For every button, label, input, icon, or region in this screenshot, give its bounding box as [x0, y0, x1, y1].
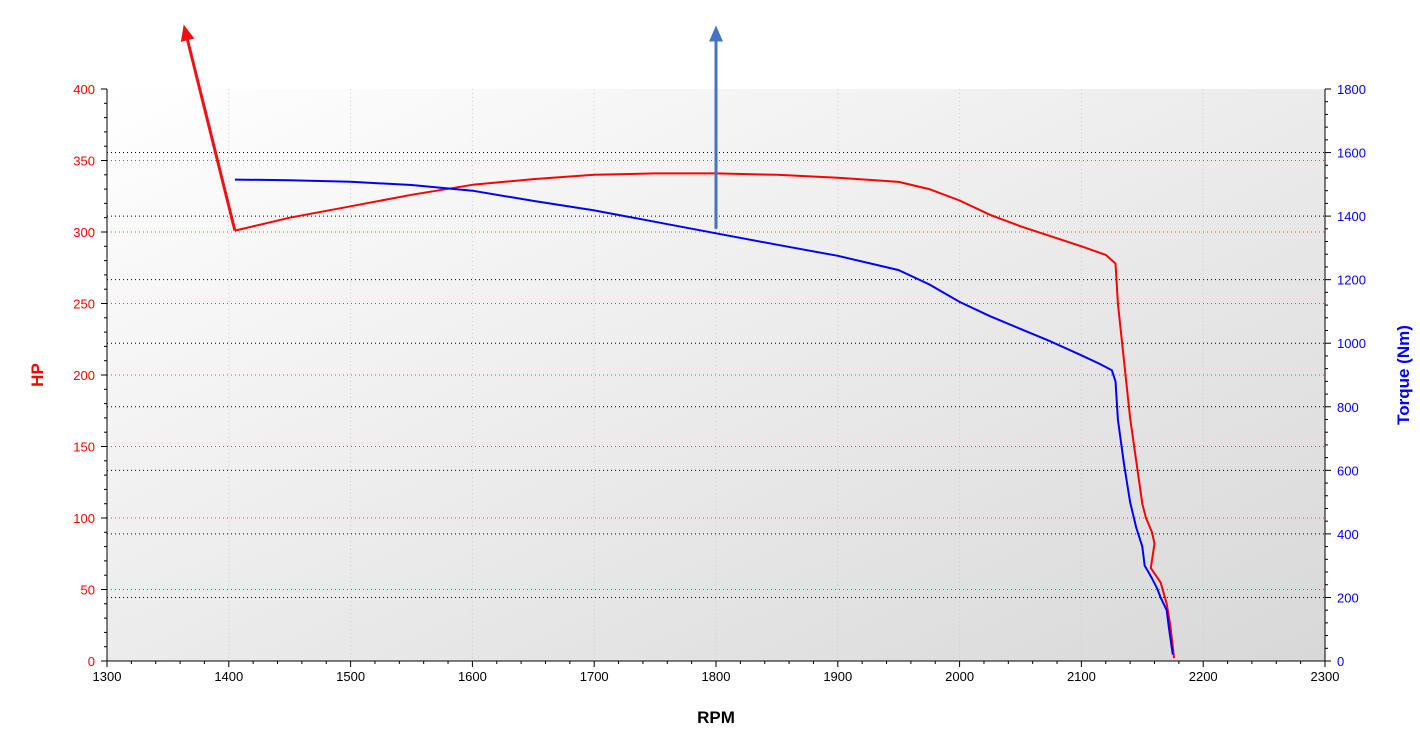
- x-axis-title: RPM: [697, 708, 735, 727]
- y-left-tick-label: 50: [81, 583, 95, 598]
- x-tick-label: 1700: [580, 669, 609, 684]
- x-tick-label: 1800: [702, 669, 731, 684]
- y-right-axis-title: Torque (Nm): [1394, 325, 1413, 425]
- grid: [107, 89, 1325, 661]
- x-tick-label: 2300: [1311, 669, 1340, 684]
- x-tick-label: 1500: [336, 669, 365, 684]
- y-right-tick-label: 1400: [1337, 209, 1366, 224]
- hp-series-line: [234, 172, 1175, 659]
- y-right-tick-label: 400: [1337, 527, 1359, 542]
- annotations: [180, 24, 723, 231]
- annotation-arrow-1-shaft: [186, 39, 237, 231]
- y-left-tick-label: 250: [73, 297, 95, 312]
- x-tick-label: 1300: [93, 669, 122, 684]
- y-right-tick-label: 600: [1337, 463, 1359, 478]
- y-right-tick-label: 1000: [1337, 336, 1366, 351]
- x-tick-label: 2100: [1067, 669, 1096, 684]
- y-left-tick-label: 0: [88, 654, 95, 669]
- x-tick-label: 2200: [1189, 669, 1218, 684]
- annotation-arrow-2-head: [709, 25, 723, 42]
- torque-series-line: [234, 178, 1174, 655]
- annotation-arrow-1-head: [180, 24, 195, 42]
- y-right-tick-label: 800: [1337, 400, 1359, 415]
- axes: 1300 1400 1500 1600 1700 1800 1900 2000 2100 2200…: [73, 82, 1366, 684]
- y-left-tick-label: 100: [73, 511, 95, 526]
- y-left-axis-title: HP: [28, 363, 47, 387]
- y-right-tick-label: 1800: [1337, 82, 1366, 97]
- x-tick-label: 2000: [945, 669, 974, 684]
- y-left-tick-label: 400: [73, 82, 95, 97]
- y-right-tick-label: 200: [1337, 590, 1359, 605]
- x-tick-label: 1600: [458, 669, 487, 684]
- x-tick-label: 1400: [214, 669, 243, 684]
- series: [234, 172, 1175, 659]
- y-right-tick-label: 1200: [1337, 273, 1366, 288]
- y-left-tick-label: 150: [73, 440, 95, 455]
- y-right-tick-label: 1600: [1337, 146, 1366, 161]
- y-right-tick-label: 0: [1337, 654, 1344, 669]
- x-tick-label: 1900: [823, 669, 852, 684]
- y-left-tick-label: 200: [73, 368, 95, 383]
- y-left-tick-label: 350: [73, 154, 95, 169]
- y-left-tick-label: 300: [73, 225, 95, 240]
